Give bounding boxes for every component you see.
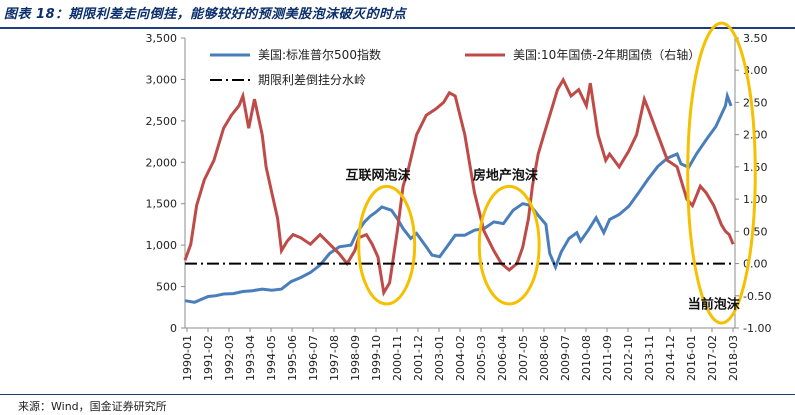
annotation-label-2: 房地产泡沫 [473, 168, 539, 184]
x-tick-label: 2005-03 [475, 335, 488, 381]
x-tick-label: 2009-07 [559, 335, 572, 381]
chart-axes: 0 500 1,000 1,500 2,000 2,500 3,000 3,500 -1.00 -… [146, 32, 772, 381]
legend-label-1: 美国:标准普尔500指数 [258, 47, 381, 62]
y-right-tick-label: 0.50 [743, 225, 768, 238]
legend-label-2: 美国:10年国债-2年期国债（右轴） [513, 47, 700, 62]
source-note: 来源：Wind，国金证券研究所 [18, 400, 167, 413]
x-tick-label: 2010-08 [580, 335, 593, 381]
x-tick-label: 1994-05 [265, 335, 278, 381]
y-right-tick-label: 3.50 [743, 32, 768, 45]
annotation-label-3: 当前泡沫 [688, 297, 741, 313]
y-left-tick-label: 3,500 [146, 32, 178, 45]
y-left-tick-label: 3,000 [146, 73, 178, 86]
x-tick-label: 2004-02 [454, 335, 467, 381]
x-tick-label: 2011-09 [601, 335, 614, 381]
x-tick-label: 1996-07 [307, 335, 320, 381]
bubble-ellipse-1 [357, 184, 417, 306]
x-tick-label: 1999-10 [370, 335, 383, 381]
x-tick-label: 2013-11 [643, 335, 656, 381]
x-tick-label: 2006-04 [496, 335, 509, 381]
x-tick-label: 1990-01 [181, 335, 194, 381]
y-right-tick-label: 2.50 [743, 96, 768, 109]
plot-area [183, 21, 757, 325]
x-tick-label: 1993-04 [244, 335, 257, 381]
bubble-ellipse-3 [686, 21, 757, 325]
x-tick-label: 1992-03 [223, 335, 236, 381]
x-tick-label: 2008-06 [538, 335, 551, 381]
y-left-tick-label: 1,500 [146, 198, 178, 211]
y-left-tick-label: 2,000 [146, 156, 178, 169]
annotation-label-1: 互联网泡沫 [345, 168, 411, 184]
title-divider [0, 27, 795, 29]
y-left-tick-label: 2,500 [146, 115, 178, 128]
x-tick-label: 2000-11 [391, 335, 404, 381]
x-tick-label: 1997-08 [328, 335, 341, 381]
chart-legend: 美国:标准普尔500指数 美国:10年国债-2年期国债（右轴） 期限利差倒挂分水岭 [210, 47, 700, 87]
x-tick-label: 2017-02 [706, 335, 719, 381]
x-tick-label: 2012-10 [622, 335, 635, 381]
bubble-ellipse-2 [477, 184, 541, 306]
series-line-2 [183, 76, 735, 297]
y-right-tick-label: -1.00 [743, 322, 771, 335]
y-right-tick-label: 3.00 [743, 64, 768, 77]
x-tick-label: 1995-06 [286, 335, 299, 381]
x-tick-label: 2016-01 [685, 335, 698, 381]
y-left-tick-label: 1,000 [146, 239, 178, 252]
x-tick-label: 2014-12 [664, 335, 677, 381]
y-left-tick-label: 0 [170, 322, 177, 335]
x-tick-label: 1998-09 [349, 335, 362, 381]
y-left-tick-label: 500 [156, 281, 177, 294]
series-line-1 [184, 90, 733, 304]
x-tick-label: 2007-05 [517, 335, 530, 381]
y-right-tick-label: -0.50 [743, 290, 771, 303]
figure-title: 图表 18：期限利差走向倒挂，能够较好的预测美股泡沫破灭的时点 [4, 7, 407, 22]
x-tick-label: 1991-02 [202, 335, 215, 381]
x-tick-label: 2001-12 [412, 335, 425, 381]
x-tick-label: 2018-03 [727, 335, 740, 381]
legend-label-3: 期限利差倒挂分水岭 [258, 73, 366, 87]
x-tick-label: 2003-01 [433, 335, 446, 381]
footer-divider [0, 394, 795, 395]
